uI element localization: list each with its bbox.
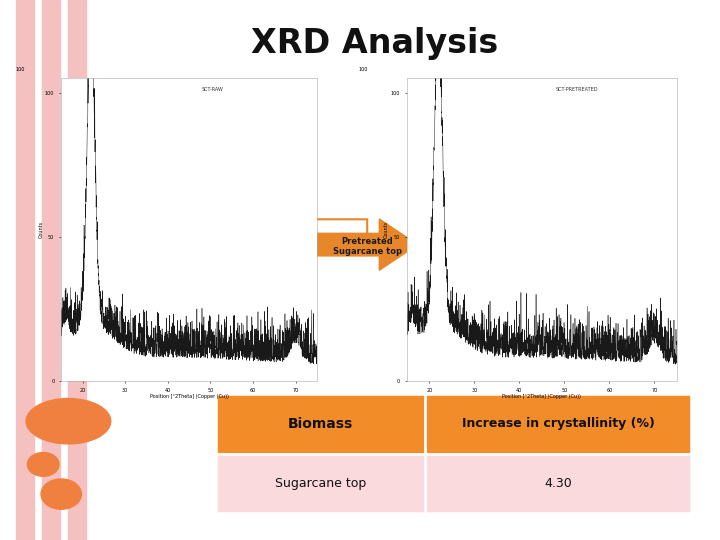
X-axis label: Position [°2Theta] (Copper (Cu)): Position [°2Theta] (Copper (Cu))	[503, 394, 581, 399]
Bar	[68, 0, 86, 540]
Bar	[216, 454, 691, 513]
Text: Increase in crystallinity (%): Increase in crystallinity (%)	[462, 417, 654, 430]
Text: Sugarcane top: Sugarcane top	[275, 477, 366, 490]
Text: SCT-PRETREATED: SCT-PRETREATED	[555, 87, 598, 92]
Polygon shape	[230, 205, 367, 256]
Text: Biomass: Biomass	[288, 417, 354, 431]
Polygon shape	[281, 219, 418, 271]
Ellipse shape	[26, 399, 111, 444]
Circle shape	[27, 453, 59, 476]
Bar	[216, 394, 691, 454]
Bar	[42, 0, 60, 540]
Text: XRD Analysis: XRD Analysis	[251, 26, 498, 60]
Text: Sugarcane top: Sugarcane top	[333, 247, 402, 255]
Text: 100: 100	[15, 68, 24, 72]
Y-axis label: Counts: Counts	[384, 221, 389, 238]
Text: 4.30: 4.30	[544, 477, 572, 490]
Text: Pretreated: Pretreated	[341, 237, 393, 246]
Bar	[16, 0, 34, 540]
Text: 100: 100	[358, 68, 368, 72]
Y-axis label: Counts: Counts	[38, 221, 43, 238]
Circle shape	[41, 479, 81, 509]
Text: Sugarcane top: Sugarcane top	[246, 235, 315, 244]
Text: Control: Control	[264, 225, 298, 234]
Text: SCT-RAW: SCT-RAW	[202, 87, 224, 92]
X-axis label: Position [°2Theta] (Copper (Cu)): Position [°2Theta] (Copper (Cu))	[150, 394, 228, 399]
